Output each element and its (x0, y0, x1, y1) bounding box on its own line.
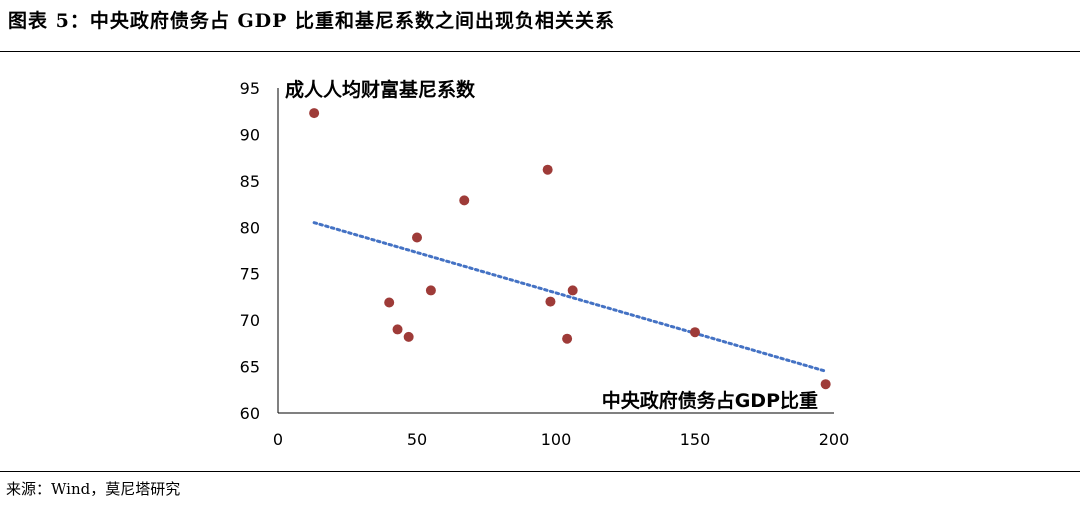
bottom-rule (0, 471, 1080, 472)
data-point (392, 324, 403, 335)
x-axis-label: 中央政府债务占GDP比重 (602, 389, 818, 412)
x-tick-label: 0 (273, 430, 283, 449)
y-tick-label: 60 (240, 404, 260, 423)
figure-title: 图表 5：中央政府债务占 GDP 比重和基尼系数之间出现负相关关系 (8, 10, 616, 32)
data-point (820, 379, 831, 390)
data-point (690, 327, 700, 338)
x-tick-label: 200 (819, 430, 850, 449)
data-point (459, 195, 470, 206)
data-point (412, 232, 422, 243)
data-point (562, 333, 573, 344)
data-point (567, 285, 578, 296)
data-point (403, 331, 414, 342)
y-tick-label: 90 (240, 125, 260, 144)
x-tick-label: 100 (541, 430, 572, 449)
y-tick-label: 80 (240, 218, 260, 237)
x-tick-label: 150 (680, 430, 711, 449)
trendline (312, 221, 828, 373)
y-tick-labels: 60 65 70 75 80 85 90 95 (240, 79, 260, 423)
x-tick-label: 50 (407, 430, 427, 449)
data-point (425, 285, 436, 296)
data-point (545, 296, 556, 307)
top-rule (0, 51, 1080, 52)
data-point (542, 164, 553, 175)
y-axis-label: 成人人均财富基尼系数 (285, 78, 476, 101)
data-point (309, 108, 320, 119)
y-tick-label: 95 (240, 79, 260, 98)
chart-axes (277, 88, 834, 414)
y-tick-label: 70 (240, 311, 260, 330)
y-tick-label: 85 (240, 172, 260, 191)
source-note: 来源：Wind，莫尼塔研究 (6, 480, 181, 498)
y-tick-label: 65 (240, 358, 260, 377)
y-tick-label: 75 (240, 265, 260, 284)
x-tick-labels: 0 50 100 150 200 (273, 430, 849, 449)
data-point (384, 297, 395, 308)
data-points (309, 108, 831, 390)
